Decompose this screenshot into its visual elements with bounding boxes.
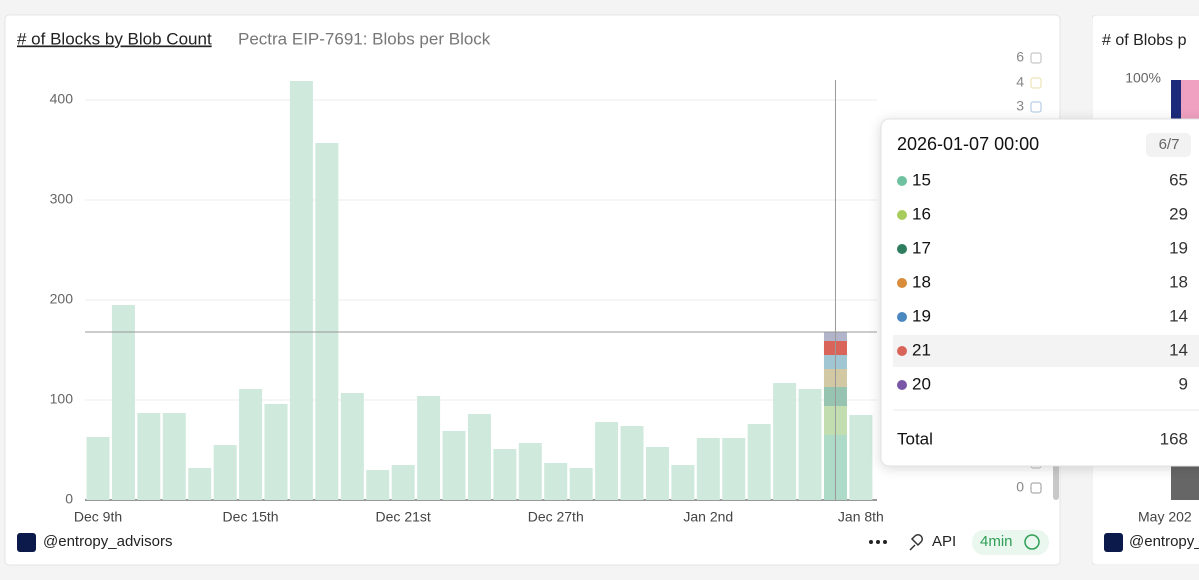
x-tick-label: Dec 27th [528,509,584,525]
tooltip-value: 14 [1169,340,1188,359]
author[interactable]: @entropy_advisors [43,533,172,550]
scrollbar[interactable] [1053,462,1059,500]
api-button[interactable]: API [932,533,956,550]
tooltip-total: 168 [1160,429,1188,448]
tooltip-dot [897,176,907,186]
tooltip-dot [897,244,907,254]
bar [493,449,517,500]
age-check [1024,534,1040,550]
tooltip-dot [897,346,907,356]
tooltip: 2026-01-07 00:00 6/7 Total 168 15 65 16 29 1… [880,118,1199,467]
legend-label: 6 [1016,49,1024,65]
bar [645,447,669,500]
x-tick-label: Jan 8th [838,509,884,525]
tooltip-page-bg [1146,133,1191,157]
chart-subtitle: Pectra EIP-7691: Blobs per Block [238,29,491,48]
bar [391,465,415,500]
legend-checkbox[interactable] [1030,77,1042,89]
more-button[interactable] [869,540,887,544]
bar [467,414,491,500]
tooltip-dot [897,278,907,288]
side-author-icon [1104,533,1123,552]
bar [340,393,364,500]
y-tick-label: 0 [65,491,73,507]
bar [544,463,568,500]
api-icon [909,534,923,551]
legend-checkbox[interactable] [1030,101,1042,113]
bar [137,413,161,500]
bar [849,415,873,500]
bar [773,383,797,500]
bar [722,438,746,500]
bar [798,389,822,500]
tooltip-value: 65 [1169,170,1188,189]
side-ytick: 100% [1125,70,1161,86]
side-title: # of Blobs p [1102,32,1187,49]
tooltip-page: 6/7 [1159,136,1180,153]
bar [671,465,695,500]
tooltip-name: 19 [912,306,931,325]
y-tick-label: 100 [50,391,74,407]
bar [696,438,720,500]
tooltip-name: 16 [912,204,931,223]
side-bar [1181,80,1199,120]
tooltip-total-label: Total [897,429,933,448]
side-xtick: May 202 [1138,509,1192,525]
tooltip-dot [897,380,907,390]
tooltip-value: 14 [1169,306,1188,325]
tooltip-dot [897,210,907,220]
bar [518,443,542,500]
bar [569,468,593,500]
x-tick-label: Dec 9th [74,509,122,525]
side-author: @entropy_ [1129,533,1199,550]
bar [111,305,135,500]
bar [162,413,186,500]
tooltip-box [880,118,1199,467]
tooltip-name: 21 [912,340,931,359]
tooltip-dot [897,312,907,322]
tooltip-row-highlight [893,335,1199,367]
tooltip-value: 9 [1179,374,1188,393]
bar [747,424,771,500]
legend-label: 0 [1016,479,1024,495]
x-tick-label: Dec 21st [376,509,431,525]
bar [366,470,390,500]
legend-checkbox[interactable] [1030,482,1042,494]
x-tick-label: Dec 15th [223,509,279,525]
tooltip-value: 29 [1169,204,1188,223]
bar [595,422,619,500]
y-tick-label: 400 [50,91,74,107]
tooltip-value: 19 [1169,238,1188,257]
bar [417,396,441,500]
age: 4min [980,533,1013,550]
bar [213,445,237,500]
y-tick-label: 200 [50,291,74,307]
legend-label: 4 [1016,74,1024,90]
x-tick-label: Jan 2nd [683,509,733,525]
legend-checkbox[interactable] [1030,52,1042,64]
legend-label: 3 [1016,98,1024,114]
bar [86,437,110,500]
bar [289,81,313,500]
bar [315,143,339,500]
bar [442,431,466,500]
bar [188,468,212,500]
side-bar [1171,80,1181,120]
tooltip-title: 2026-01-07 00:00 [897,134,1039,154]
tooltip-name: 17 [912,238,931,257]
tooltip-value: 18 [1169,272,1188,291]
author-icon [17,533,36,552]
tooltip-name: 18 [912,272,931,291]
y-tick-label: 300 [50,191,74,207]
bar [239,389,263,500]
tooltip-name: 15 [912,170,931,189]
chart-title[interactable]: # of Blocks by Blob Count [17,29,212,48]
tooltip-name: 20 [912,374,931,393]
bar [264,404,288,500]
bar [620,426,644,500]
